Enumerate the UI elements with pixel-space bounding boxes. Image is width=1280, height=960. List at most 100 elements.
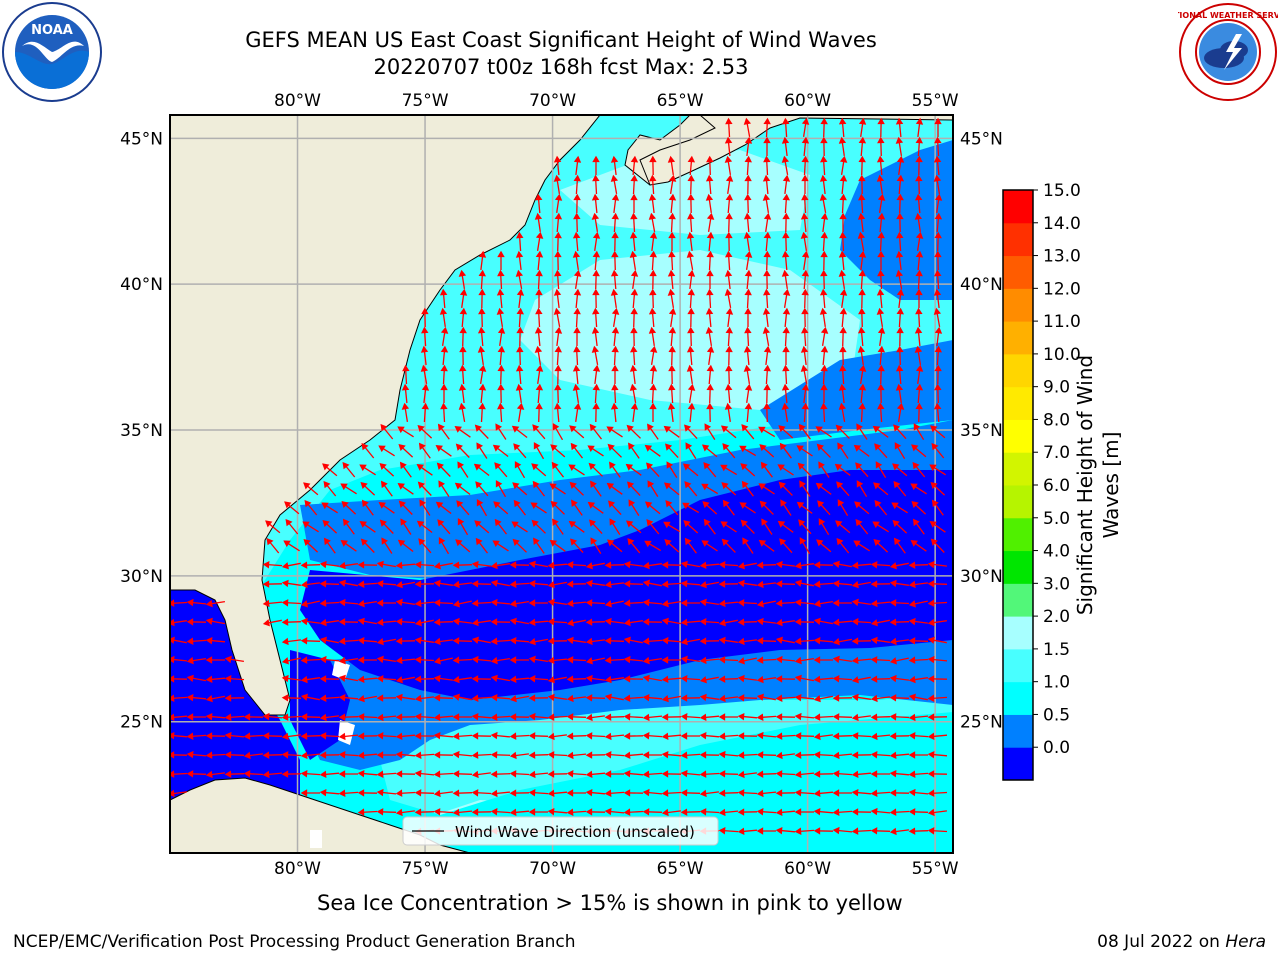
wave-direction-arrowhead — [642, 561, 650, 570]
wave-direction-arrowhead — [870, 561, 878, 569]
wave-direction-arrowhead — [893, 537, 901, 546]
wave-direction-arrowhead — [224, 770, 232, 778]
wave-direction-arrowhead — [872, 425, 881, 433]
wave-direction-arrowhead — [604, 561, 612, 569]
wave-direction-arrowhead — [915, 364, 924, 372]
wave-direction-arrowhead — [699, 770, 707, 778]
wave-direction-arrowhead — [680, 713, 688, 721]
wave-direction-arrowhead — [281, 770, 289, 778]
wave-direction-arrowhead — [743, 117, 752, 125]
colorbar-tick-label: 4.0 — [1043, 542, 1070, 562]
wave-direction-arrowhead — [478, 250, 487, 258]
wave-direction-arrowhead — [547, 598, 555, 607]
wave-direction-arrowhead — [801, 269, 810, 277]
wave-direction-arrowhead — [737, 712, 745, 721]
wave-direction-arrowhead — [668, 307, 677, 315]
wave-direction-arrowhead — [870, 694, 878, 703]
wave-direction-arrowhead — [568, 464, 576, 472]
wave-direction-arrowhead — [606, 539, 615, 547]
wave-direction-arrowhead — [892, 463, 900, 471]
wave-direction-arrowhead — [509, 751, 517, 760]
wave-direction-arrowhead — [170, 655, 175, 664]
wave-direction-arrowhead — [604, 751, 612, 759]
colorbar-swatch — [1003, 222, 1033, 257]
wave-direction-arrowhead — [737, 579, 745, 588]
wave-direction-arrowhead — [376, 751, 384, 759]
wave-direction-arrowhead — [782, 307, 791, 315]
wave-direction-arrowhead — [775, 580, 783, 588]
wave-direction-arrowhead — [934, 193, 943, 201]
wave-direction-arrowhead — [801, 326, 809, 334]
wave-direction-arrowhead — [397, 483, 405, 490]
colorbar-tick-label: 0.0 — [1043, 738, 1070, 758]
lat-label-left: 35°N — [120, 421, 163, 441]
wave-direction-arrowhead — [832, 770, 840, 778]
wave-direction-arrowhead — [870, 732, 878, 741]
wave-direction-arrowhead — [281, 657, 289, 665]
wave-direction-arrowhead — [395, 656, 403, 665]
wave-direction-arrowhead — [820, 364, 828, 372]
lon-label-top: 75°W — [402, 91, 449, 111]
wave-direction-arrowhead — [832, 713, 840, 721]
wave-direction-arrowhead — [414, 580, 422, 588]
wave-direction-arrowhead — [706, 269, 714, 277]
wave-direction-arrowhead — [535, 307, 543, 315]
wave-direction-arrowhead — [661, 789, 669, 797]
wave-direction-arrowhead — [680, 732, 688, 740]
wave-direction-arrowhead — [376, 808, 384, 816]
wave-direction-arrowhead — [668, 193, 677, 201]
wave-direction-arrowhead — [647, 480, 655, 488]
wave-direction-arrowhead — [737, 770, 745, 779]
wave-direction-arrowhead — [452, 656, 460, 664]
wave-direction-arrowhead — [205, 617, 213, 626]
wave-direction-arrowhead — [858, 250, 867, 258]
wave-direction-arrowhead — [379, 519, 387, 527]
wave-direction-arrowhead — [720, 521, 728, 528]
wave-direction-arrowhead — [300, 789, 308, 797]
wave-direction-arrowhead — [870, 580, 878, 588]
wave-direction-arrowhead — [933, 402, 942, 410]
wave-direction-arrowhead — [743, 212, 752, 220]
wave-direction-arrowhead — [376, 694, 384, 702]
wave-direction-arrowhead — [532, 480, 540, 489]
wave-direction-arrowhead — [680, 789, 688, 797]
wave-direction-arrowhead — [839, 307, 848, 315]
wave-direction-arrowhead — [858, 136, 867, 144]
wave-direction-arrowhead — [820, 345, 829, 353]
wave-direction-arrowhead — [742, 537, 749, 545]
map-frame — [169, 114, 954, 854]
wave-direction-arrowhead — [623, 713, 631, 721]
wave-direction-arrowhead — [300, 713, 308, 721]
wave-direction-arrowhead — [547, 656, 555, 665]
wave-direction-arrowhead — [547, 580, 555, 589]
wave-direction-arrowhead — [243, 732, 251, 740]
wave-direction-arrowhead — [737, 637, 745, 646]
wave-direction-arrowhead — [820, 117, 828, 125]
wave-direction-arrowhead — [452, 713, 460, 721]
wave-direction-arrowhead — [876, 307, 885, 315]
wave-direction-arrowhead — [646, 519, 654, 527]
wave-direction-arrowhead — [509, 561, 517, 569]
wave-direction-arrowhead — [478, 307, 486, 315]
wave-direction-arrowhead — [490, 808, 498, 816]
wave-direction-arrowhead — [756, 693, 764, 701]
wave-direction-arrowhead — [763, 402, 771, 410]
wave-direction-arrowhead — [573, 345, 581, 353]
wave-direction-arrowhead — [509, 675, 517, 684]
wave-direction-arrowhead — [509, 580, 517, 588]
wave-direction-arrowhead — [478, 383, 487, 391]
wave-direction-arrowhead — [319, 580, 327, 588]
wave-direction-arrowhead — [186, 693, 194, 702]
wave-direction-arrowhead — [435, 445, 443, 452]
wave-direction-arrowhead — [550, 444, 558, 452]
wave-direction-arrowhead — [908, 637, 916, 645]
wave-direction-arrowhead — [819, 174, 828, 182]
wave-direction-arrowhead — [680, 655, 688, 664]
wave-direction-arrowhead — [908, 732, 916, 740]
noaa-logo-icon: NOAA — [2, 2, 102, 102]
wave-direction-arrowhead — [686, 250, 695, 258]
wave-direction-arrowhead — [724, 383, 733, 391]
wave-direction-arrowhead — [531, 463, 539, 471]
wave-direction-arrowhead — [477, 345, 486, 353]
wave-direction-arrowhead — [205, 636, 213, 645]
